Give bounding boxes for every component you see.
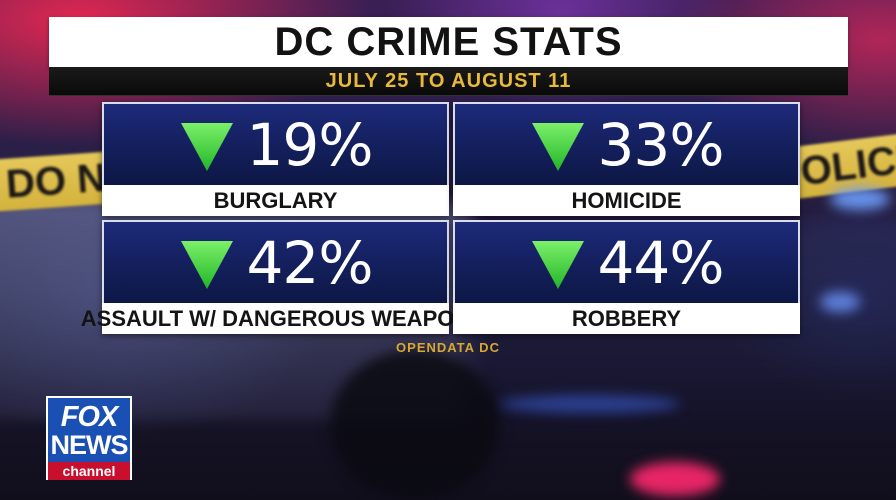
stat-percent: 19% xyxy=(246,110,374,179)
stat-label-bar: HOMICIDE xyxy=(453,185,800,216)
logo-news-text: NEWS xyxy=(50,430,129,460)
stat-tile-burglary: 19% BURGLARY xyxy=(102,102,449,216)
date-range: JULY 25 TO AUGUST 11 xyxy=(325,69,572,92)
stat-percent: 42% xyxy=(246,228,374,297)
stat-tile-robbery: 44% ROBBERY xyxy=(453,220,800,334)
down-arrow-icon xyxy=(180,240,233,289)
police-light xyxy=(500,395,680,413)
stat-label-bar: ROBBERY xyxy=(453,303,800,334)
stat-value-panel: 19% xyxy=(102,102,449,185)
stat-value-panel: 44% xyxy=(453,220,800,303)
stat-label: ASSAULT W/ DANGEROUS WEAPON xyxy=(80,305,471,331)
police-light xyxy=(630,462,720,496)
title-bar: DC CRIME STATS xyxy=(49,17,848,67)
stat-label: BURGLARY xyxy=(213,187,338,213)
stat-percent: 44% xyxy=(597,228,725,297)
down-arrow-icon xyxy=(531,122,584,171)
stat-label-bar: BURGLARY xyxy=(102,185,449,216)
logo-channel-text: channel xyxy=(48,462,130,480)
wheel-blur xyxy=(330,350,500,500)
stat-value-panel: 33% xyxy=(453,102,800,185)
police-light xyxy=(820,292,860,312)
stat-tile-homicide: 33% HOMICIDE xyxy=(453,102,800,216)
stat-value-panel: 42% xyxy=(102,220,449,303)
stat-label: ROBBERY xyxy=(571,305,682,331)
source-credit: OPENDATA DC xyxy=(396,340,500,355)
stat-tile-assault: 42% ASSAULT W/ DANGEROUS WEAPON xyxy=(81,220,470,334)
stat-label-bar: ASSAULT W/ DANGEROUS WEAPON xyxy=(81,303,470,334)
down-arrow-icon xyxy=(180,122,233,171)
fox-news-logo: FOX NEWS channel xyxy=(46,396,132,480)
stat-label: HOMICIDE xyxy=(571,187,682,213)
logo-fox-text: FOX xyxy=(60,401,119,433)
page-title: DC CRIME STATS xyxy=(274,19,623,64)
down-arrow-icon xyxy=(531,240,584,289)
date-bar: JULY 25 TO AUGUST 11 xyxy=(49,67,848,96)
stat-percent: 33% xyxy=(597,110,725,179)
police-light xyxy=(830,188,890,210)
